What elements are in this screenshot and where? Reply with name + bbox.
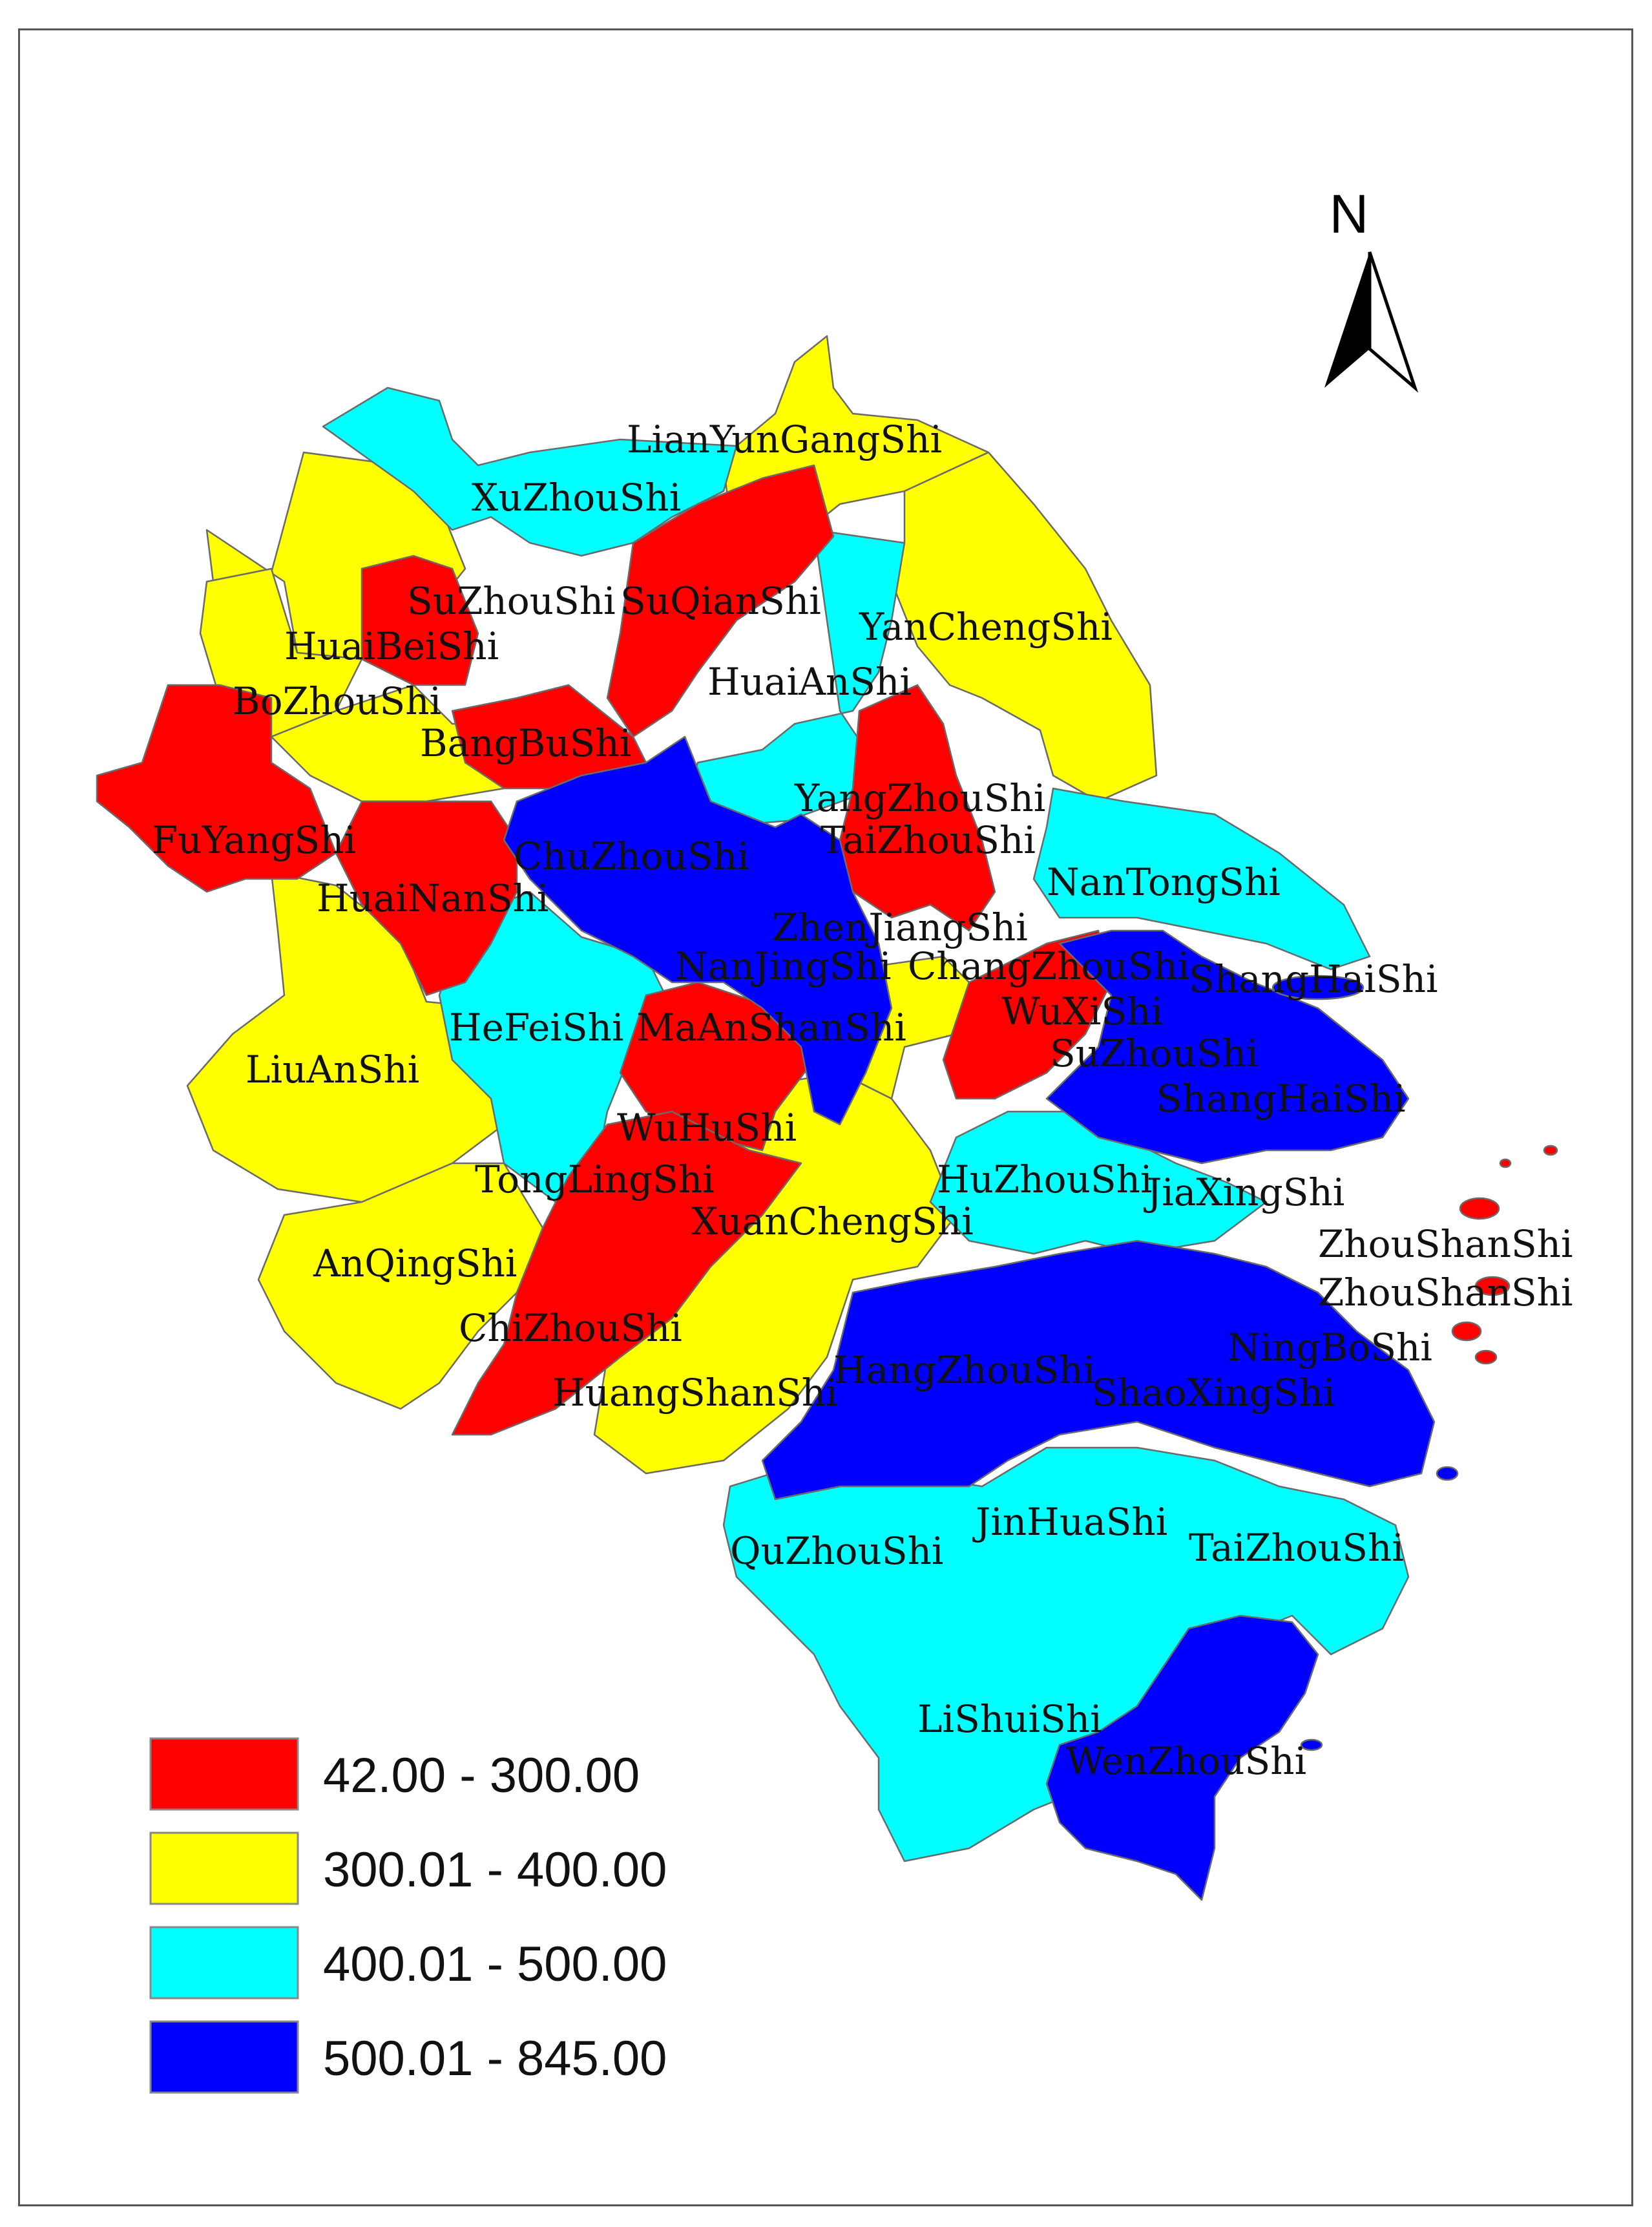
city-label-wuhu: WuHuShi <box>617 1106 797 1150</box>
region-chongming-island <box>1271 975 1364 1000</box>
region-yancheng <box>890 451 1158 803</box>
region-zhoushan-island-1 <box>1459 1197 1500 1220</box>
city-label-nantong: NanTongShi <box>1047 860 1281 904</box>
city-label-huainan: HuaiNanShi <box>317 876 549 920</box>
region-xuzhou <box>322 386 738 557</box>
city-label-shanghai-1: ShangHaiShi <box>1189 957 1438 1001</box>
north-arrow-outline <box>1368 251 1419 393</box>
city-label-zhoushan-2: ZhouShanShi <box>1318 1271 1573 1314</box>
legend-label-3: 400.01 - 500.00 <box>323 1937 667 1992</box>
city-label-hefei: HeFeiShi <box>449 1006 624 1050</box>
region-suzhou-ah-red <box>361 554 479 686</box>
legend: 42.00 - 300.00 300.01 - 400.00 400.01 - … <box>149 1737 667 2094</box>
region-wenzhou <box>1045 1614 1319 1901</box>
regions <box>96 335 1558 1901</box>
region-tongling-chizhou <box>451 1110 802 1436</box>
region-ningbo-island <box>1436 1466 1459 1481</box>
city-label-taizhou-zj: TaiZhouShi <box>1189 1526 1404 1570</box>
legend-swatch-4 <box>149 2020 299 2094</box>
north-arrow: N <box>1324 184 1419 393</box>
city-label-hangzhou: HangZhouShi <box>833 1348 1095 1392</box>
region-huainan <box>335 800 518 997</box>
city-label-xuzhou: XuZhouShi <box>472 476 681 520</box>
city-label-yancheng: YanChengShi <box>859 605 1113 649</box>
legend-swatch-1 <box>149 1737 299 1811</box>
city-label-huaibei: HuaiBeiShi <box>284 624 499 668</box>
city-label-taizhou-js: TaiZhouShi <box>821 818 1036 862</box>
city-label-ningbo: NingBoShi <box>1228 1325 1432 1369</box>
city-label-nanjing: NanJingShi <box>675 944 892 988</box>
city-label-liuan: LiuAnShi <box>246 1048 419 1092</box>
city-label-huangshan: HuangShanShi <box>552 1371 838 1415</box>
city-label-wenzhou: WenZhouShi <box>1066 1739 1306 1783</box>
legend-swatch-2 <box>149 1831 299 1905</box>
city-label-anqing: AnQingShi <box>313 1241 517 1285</box>
city-label-tongling: TongLingShi <box>475 1157 715 1201</box>
region-zhoushan-island-2 <box>1474 1276 1511 1296</box>
region-suqian <box>606 464 835 738</box>
city-label-fuyang: FuYangShi <box>152 818 356 862</box>
city-label-shanghai-2: ShangHaiShi <box>1156 1077 1406 1121</box>
city-label-yangzhou: YangZhouShi <box>794 776 1045 820</box>
region-fuyang <box>96 684 337 893</box>
region-suzhou-shanghai <box>1045 929 1410 1165</box>
region-wenzhou-island <box>1300 1738 1323 1751</box>
region-maanshan-wuhu <box>619 981 815 1152</box>
city-label-shaoxing: ShaoXingShi <box>1092 1371 1335 1415</box>
city-label-zhoushan-1: ZhouShanShi <box>1318 1222 1573 1266</box>
region-hangzhou-shaoxing-ningbo <box>761 1240 1436 1501</box>
city-label-chizhou: ChiZhouShi <box>459 1306 682 1350</box>
city-labels: LianYunGangShi XuZhouShi SuZhouShi SuQia… <box>152 417 1573 1783</box>
region-zhoushan-island-6 <box>1499 1158 1512 1168</box>
legend-label-4: 500.01 - 845.00 <box>323 2031 667 2086</box>
city-label-bangbu: BangBuShi <box>420 721 631 765</box>
city-label-jiaxing: JiaXingShi <box>1144 1170 1344 1214</box>
city-label-chuzhou: ChuZhouShi <box>514 834 749 878</box>
city-label-quzhou: QuZhouShi <box>730 1529 943 1573</box>
region-zhoushan-island-4 <box>1474 1349 1498 1365</box>
region-changzhou-wuxi <box>942 929 1113 1100</box>
legend-label-1: 42.00 - 300.00 <box>323 1748 640 1803</box>
region-nantong <box>1032 787 1371 971</box>
city-label-suzhou-js: SuZhouShi <box>1050 1031 1259 1075</box>
city-label-changzhou: ChangZhouShi <box>908 944 1189 988</box>
city-label-wuxi: WuXiShi <box>1001 989 1163 1033</box>
city-label-bozhou: BoZhouShi <box>233 679 441 723</box>
city-label-suzhou-ah: SuZhouShi <box>407 579 616 623</box>
city-label-jinhua: JinHuaShi <box>972 1500 1167 1544</box>
region-anqing <box>257 1162 544 1410</box>
region-chuzhou-nanjing <box>503 735 893 1126</box>
north-letter: N <box>1330 184 1369 244</box>
city-label-suqian: SuQianShi <box>620 579 821 623</box>
north-arrow-icon <box>1324 252 1370 388</box>
city-label-xuancheng: XuanChengShi <box>691 1199 974 1243</box>
legend-swatch-3 <box>149 1926 299 2000</box>
region-zhoushan-island-5 <box>1543 1145 1558 1156</box>
city-label-maanshan: MaAnShanShi <box>636 1006 906 1050</box>
city-label-zhenjiang: ZhenJiangShi <box>772 905 1028 949</box>
city-label-lianyungang: LianYunGangShi <box>627 417 942 461</box>
legend-label-2: 300.01 - 400.00 <box>323 1842 667 1897</box>
city-label-huzhou: HuZhouShi <box>937 1157 1153 1201</box>
city-label-huaian: HuaiAnShi <box>707 660 912 704</box>
region-zhoushan-island-3 <box>1451 1321 1482 1342</box>
city-label-lishui: LiShuiShi <box>917 1697 1102 1741</box>
